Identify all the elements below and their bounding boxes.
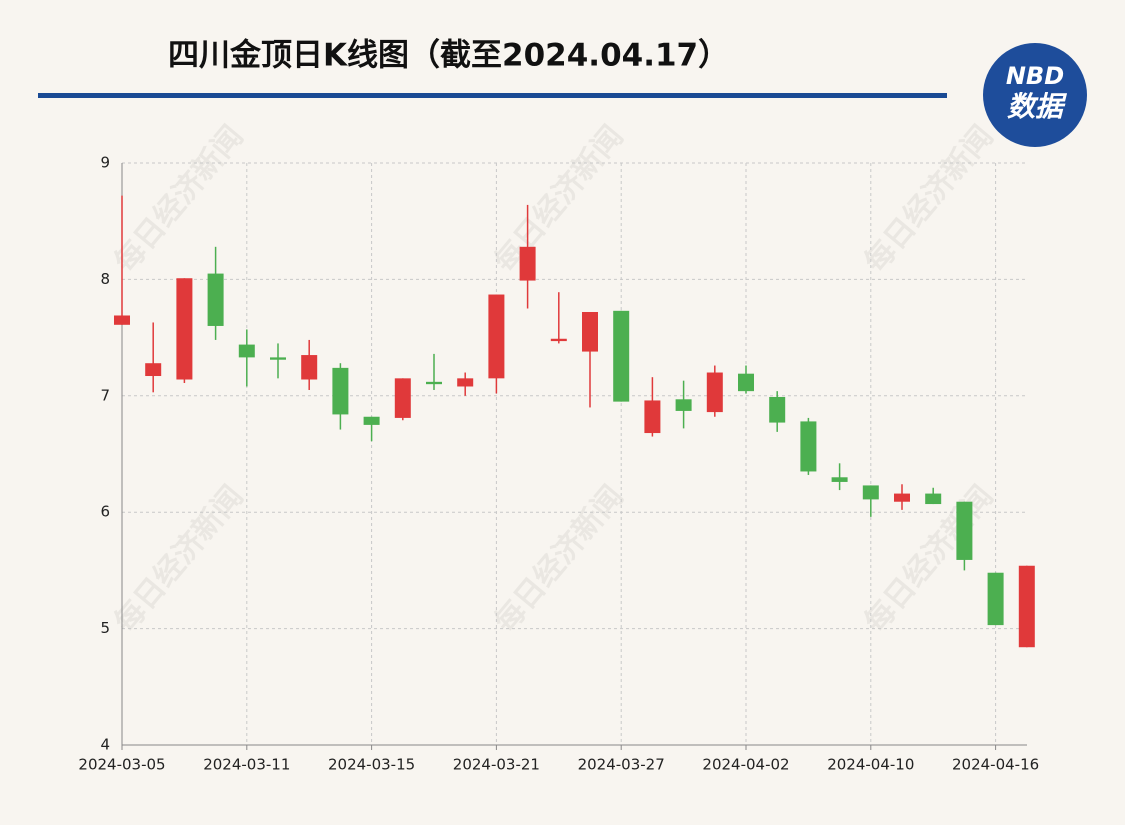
title-rule bbox=[38, 93, 947, 98]
candle-body bbox=[238, 344, 255, 358]
candle-body bbox=[769, 396, 786, 423]
candle-body bbox=[644, 400, 661, 434]
x-tick-label: 2024-03-21 bbox=[453, 756, 540, 774]
candle-body bbox=[582, 311, 598, 352]
candle-body bbox=[176, 278, 193, 380]
y-tick-label: 6 bbox=[100, 503, 110, 521]
candle-body bbox=[488, 294, 505, 379]
candle-body bbox=[519, 246, 536, 281]
chart-title: 四川金顶日K线图（截至2024.04.17） bbox=[168, 38, 729, 74]
candle-body bbox=[363, 416, 380, 425]
y-tick-label: 5 bbox=[100, 619, 110, 637]
candle-body bbox=[738, 373, 754, 392]
logo bbox=[983, 43, 1087, 147]
candle-body bbox=[145, 363, 162, 377]
candle-body bbox=[332, 367, 349, 415]
candle-body bbox=[613, 310, 630, 402]
candle-body bbox=[301, 355, 318, 380]
candle-body bbox=[675, 399, 692, 411]
candle-body bbox=[862, 485, 879, 500]
candle-body bbox=[207, 273, 224, 326]
candle-body bbox=[706, 372, 723, 413]
candle-body bbox=[894, 493, 910, 502]
logo-top: NBD bbox=[1006, 62, 1064, 90]
candle-body bbox=[800, 421, 817, 472]
candle-body bbox=[987, 572, 1004, 626]
y-tick-label: 9 bbox=[100, 154, 110, 172]
x-tick-label: 2024-03-27 bbox=[578, 756, 665, 774]
x-tick-label: 2024-03-15 bbox=[328, 756, 415, 774]
candle-body bbox=[1018, 565, 1035, 648]
candle-body bbox=[956, 501, 973, 560]
y-tick-label: 4 bbox=[100, 736, 110, 754]
x-tick-label: 2024-04-10 bbox=[827, 756, 914, 774]
x-tick-label: 2024-03-05 bbox=[78, 756, 165, 774]
candle-body bbox=[426, 381, 442, 385]
y-tick-label: 8 bbox=[100, 270, 110, 288]
candle-body bbox=[270, 357, 286, 360]
candle-body bbox=[114, 315, 130, 325]
x-tick-label: 2024-04-02 bbox=[702, 756, 789, 774]
candle-body bbox=[925, 493, 942, 505]
candle-body bbox=[394, 378, 411, 418]
candle-body bbox=[457, 378, 474, 387]
logo-bottom: 数据 bbox=[1007, 90, 1068, 123]
candle-body bbox=[831, 477, 848, 482]
y-tick-label: 7 bbox=[100, 386, 110, 404]
x-tick-label: 2024-03-11 bbox=[203, 756, 290, 774]
x-tick-label: 2024-04-16 bbox=[952, 756, 1039, 774]
candle-body bbox=[550, 338, 567, 342]
